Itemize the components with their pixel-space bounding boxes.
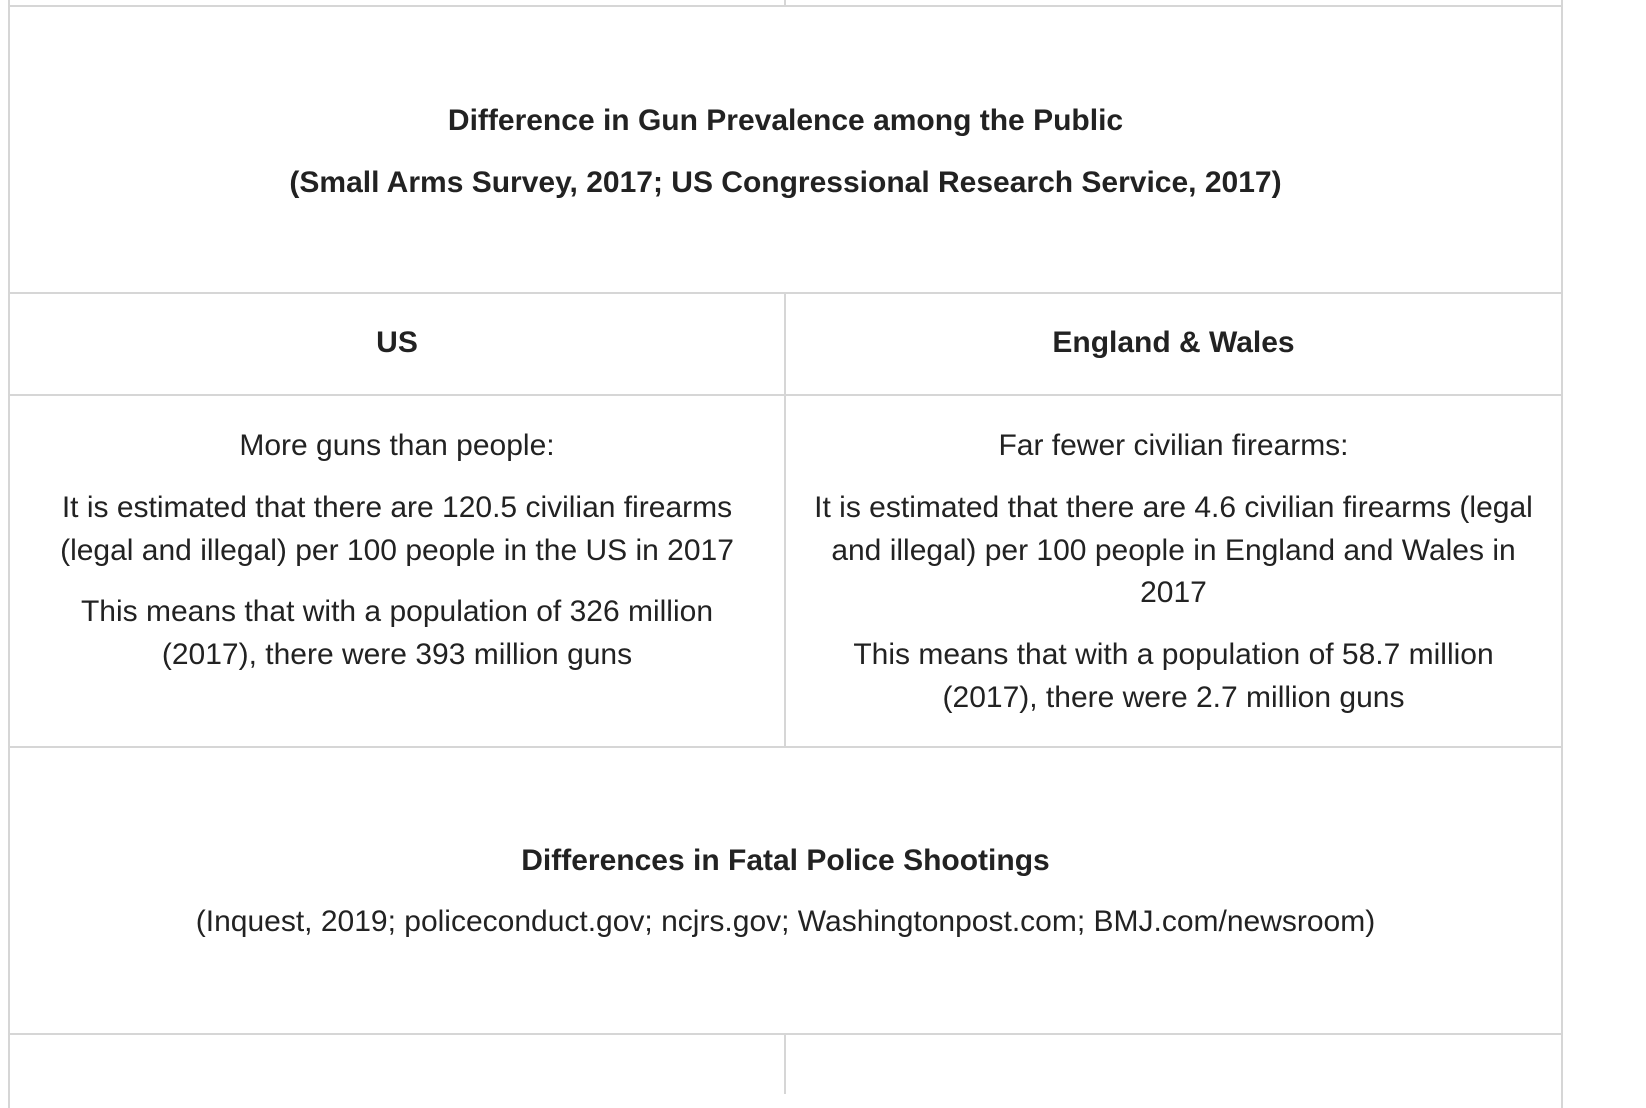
column-divider (784, 0, 786, 6)
column-header-england-wales: England & Wales (786, 294, 1561, 394)
cell-text: and illegal) per 100 people in England a… (831, 534, 1516, 567)
section-sources: (Small Arms Survey, 2017; US Congression… (289, 166, 1282, 199)
cell-text: It is estimated that there are 120.5 civ… (61, 491, 733, 524)
column-divider (784, 1033, 786, 1094)
cell-heading: More guns than people: (239, 429, 555, 462)
table-row-divider (8, 5, 1563, 7)
cell-text: This means that with a population of 58.… (853, 638, 1494, 671)
england-wales-data-cell: Far fewer civilian firearms: It is estim… (786, 396, 1561, 746)
column-header-us: US (10, 294, 784, 394)
cell-text: It is estimated that there are 4.6 civil… (814, 491, 1533, 524)
section-sources: (Inquest, 2019; policeconduct.gov; ncjrs… (195, 905, 1376, 938)
cell-text: (2017), there were 2.7 million guns (942, 681, 1405, 714)
section-header-gun-prevalence: Difference in Gun Prevalence among the P… (10, 7, 1561, 292)
section-header-police-shootings: Differences in Fatal Police Shootings (I… (10, 748, 1561, 1033)
section-title: Difference in Gun Prevalence among the P… (447, 104, 1124, 137)
cell-heading: Far fewer civilian firearms: (998, 429, 1349, 462)
us-data-cell: More guns than people: It is estimated t… (10, 396, 784, 746)
cell-text: This means that with a population of 326… (80, 595, 714, 628)
section-title: Differences in Fatal Police Shootings (521, 844, 1050, 877)
cell-text: 2017 (1140, 576, 1207, 609)
column-header-label: US (376, 326, 418, 359)
column-header-label: England & Wales (1052, 326, 1295, 359)
cell-text: (2017), there were 393 million guns (161, 638, 633, 671)
table-frame (8, 0, 1563, 1108)
column-divider (784, 292, 786, 748)
cell-text: (legal and illegal) per 100 people in th… (60, 534, 734, 567)
